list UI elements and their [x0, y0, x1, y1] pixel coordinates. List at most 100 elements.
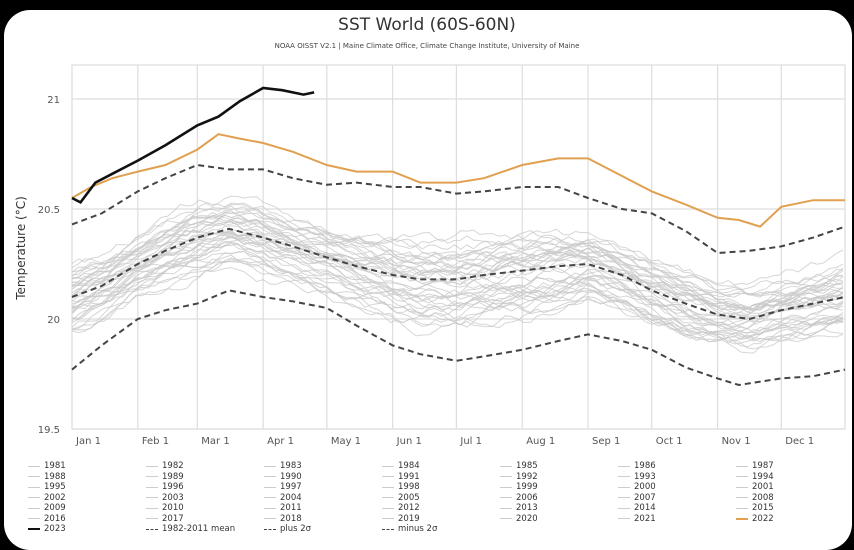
legend-item[interactable]: 2001: [736, 482, 854, 493]
legend-item[interactable]: 1985: [500, 461, 618, 472]
legend-swatch: [618, 476, 630, 478]
legend-label: 1992: [516, 471, 538, 482]
legend-swatch: [146, 486, 158, 488]
legend-swatch: [382, 497, 394, 499]
legend-label: 1994: [752, 471, 774, 482]
legend-item[interactable]: 2017: [146, 514, 264, 525]
legend-swatch: [736, 497, 748, 499]
legend-swatch: [500, 497, 512, 499]
legend-item[interactable]: 2006: [500, 493, 618, 504]
series-line-2019: [71, 205, 844, 298]
legend-swatch: [28, 528, 40, 531]
legend-item[interactable]: 2023: [28, 524, 146, 535]
legend-item[interactable]: 2020: [500, 514, 618, 525]
legend-label: 1991: [398, 471, 420, 482]
legend-label: 2005: [398, 492, 420, 503]
legend-item[interactable]: 1996: [146, 482, 264, 493]
legend-label: 1989: [162, 471, 184, 482]
legend-swatch: [146, 528, 158, 530]
legend-item[interactable]: 2019: [382, 514, 500, 525]
legend-swatch: [382, 518, 394, 520]
legend-item[interactable]: 1982: [146, 461, 264, 472]
legend-item[interactable]: 1981: [28, 461, 146, 472]
legend-label: 1997: [280, 482, 302, 493]
legend-item[interactable]: 1990: [264, 472, 382, 483]
series-line-2020: [71, 199, 844, 286]
legend-swatch: [736, 465, 748, 467]
legend-item[interactable]: 1993: [618, 472, 736, 483]
legend-item[interactable]: 1994: [736, 472, 854, 483]
legend-item[interactable]: 2012: [382, 503, 500, 514]
legend-label: 2016: [44, 513, 66, 524]
series-line-1994: [71, 232, 844, 326]
legend-item[interactable]: 1984: [382, 461, 500, 472]
legend-item[interactable]: 1995: [28, 482, 146, 493]
series-line-2022: [71, 133, 845, 228]
legend-swatch: [382, 465, 394, 467]
legend-item[interactable]: 2003: [146, 493, 264, 504]
legend-item[interactable]: 1988: [28, 472, 146, 483]
legend-label: 2023: [44, 524, 66, 535]
legend-label: 2020: [516, 513, 538, 524]
legend-item[interactable]: 2007: [618, 493, 736, 504]
legend-swatch: [382, 476, 394, 478]
legend-item[interactable]: 1983: [264, 461, 382, 472]
legend-item[interactable]: 2010: [146, 503, 264, 514]
legend-label: 2021: [634, 513, 656, 524]
legend-label: 1996: [162, 482, 184, 493]
series-line-2010: [71, 220, 844, 310]
legend-item[interactable]: 2016: [28, 514, 146, 525]
legend-swatch: [146, 497, 158, 499]
legend-item[interactable]: 1997: [264, 482, 382, 493]
y-tick-label: 20.5: [38, 205, 60, 216]
legend-item[interactable]: 2002: [28, 493, 146, 504]
legend-item[interactable]: 2018: [264, 514, 382, 525]
historical-lines: [71, 195, 844, 354]
legend-label: 2001: [752, 482, 774, 493]
legend-item[interactable]: 2004: [264, 493, 382, 504]
legend-item[interactable]: 2011: [264, 503, 382, 514]
legend-label: 1985: [516, 461, 538, 472]
legend-swatch: [382, 528, 394, 530]
legend-item[interactable]: 2005: [382, 493, 500, 504]
legend-swatch: [28, 497, 40, 499]
x-tick-label: Oct 1: [656, 436, 683, 447]
legend-item[interactable]: 1999: [500, 482, 618, 493]
x-tick-label: Jun 1: [396, 436, 422, 447]
x-tick-label: Sep 1: [592, 436, 620, 447]
legend-item[interactable]: plus 2σ: [264, 524, 382, 535]
legend-item[interactable]: 2021: [618, 514, 736, 525]
legend-item[interactable]: 1998: [382, 482, 500, 493]
legend-label: 1988: [44, 471, 66, 482]
chart-title: SST World (60S-60N): [338, 15, 516, 35]
legend-item[interactable]: 2014: [618, 503, 736, 514]
legend-item[interactable]: 1991: [382, 472, 500, 483]
legend-label: 2017: [162, 513, 184, 524]
legend-item[interactable]: 1992: [500, 472, 618, 483]
legend-item[interactable]: 1986: [618, 461, 736, 472]
legend-item[interactable]: 1987: [736, 461, 854, 472]
x-tick-label: Dec 1: [785, 436, 814, 447]
legend-swatch: [736, 476, 748, 478]
axes: 19.5 20 20.5 21 Jan 1 Feb 1 Mar 1 Apr 1 May 1 Jun…: [38, 95, 814, 447]
legend-label: 2013: [516, 503, 538, 514]
legend-item[interactable]: 2013: [500, 503, 618, 514]
legend-item[interactable]: 2000: [618, 482, 736, 493]
legend-item[interactable]: 2022: [736, 514, 854, 525]
x-tick-label: Nov 1: [722, 436, 751, 447]
legend-item[interactable]: 1989: [146, 472, 264, 483]
legend-item[interactable]: minus 2σ: [382, 524, 500, 535]
legend-label: 2012: [398, 503, 420, 514]
legend-label: 2009: [44, 503, 66, 514]
legend-item[interactable]: 1982-2011 mean: [146, 524, 264, 535]
legend-item[interactable]: 2008: [736, 493, 854, 504]
legend-label: 2007: [634, 492, 656, 503]
legend-swatch: [500, 465, 512, 467]
y-axis-title: Temperature (°C): [14, 196, 28, 301]
legend-swatch: [500, 476, 512, 478]
legend-item[interactable]: 2009: [28, 503, 146, 514]
legend-label: 2022: [752, 513, 774, 524]
legend-swatch: [264, 465, 276, 467]
series-line-1998: [71, 236, 844, 330]
legend-item[interactable]: 2015: [736, 503, 854, 514]
